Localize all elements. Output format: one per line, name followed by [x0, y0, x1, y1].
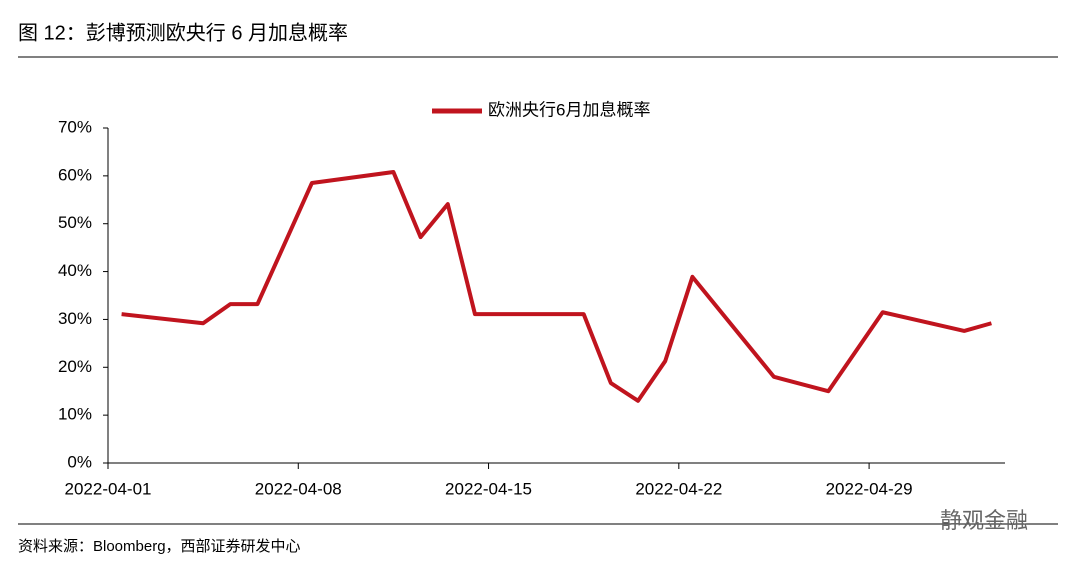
- y-tick-label: 20%: [58, 357, 92, 376]
- x-tick-label: 2022-04-01: [65, 479, 152, 498]
- chart-title: 图 12：彭博预测欧央行 6 月加息概率: [18, 21, 348, 44]
- y-tick-label: 40%: [58, 261, 92, 280]
- y-tick-label: 30%: [58, 309, 92, 328]
- y-tick-label: 50%: [58, 213, 92, 232]
- y-tick-label: 10%: [58, 405, 92, 424]
- y-tick-label: 0%: [67, 452, 92, 471]
- x-tick-label: 2022-04-15: [445, 479, 532, 498]
- y-tick-label: 60%: [58, 165, 92, 184]
- x-tick-label: 2022-04-08: [255, 479, 342, 498]
- x-tick-label: 2022-04-22: [635, 479, 722, 498]
- legend-label: 欧洲央行6月加息概率: [488, 100, 650, 119]
- watermark: 静观金融: [940, 508, 1028, 533]
- source-note: 资料来源：Bloomberg，西部证券研发中心: [18, 538, 301, 555]
- x-tick-label: 2022-04-29: [826, 479, 913, 498]
- y-tick-label: 70%: [58, 117, 92, 136]
- data-line: [121, 170, 992, 403]
